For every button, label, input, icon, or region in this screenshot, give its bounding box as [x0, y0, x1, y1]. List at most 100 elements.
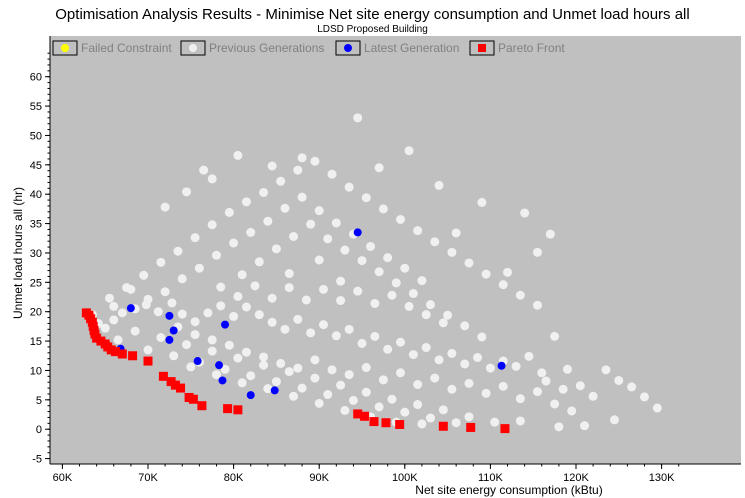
previous-point: [532, 387, 542, 397]
previous-point: [293, 314, 303, 324]
previous-point: [289, 391, 299, 401]
latest-point: [270, 386, 279, 395]
latest-point: [218, 376, 227, 385]
previous-point: [374, 402, 384, 412]
pareto-point: [360, 411, 370, 421]
previous-point: [348, 395, 358, 405]
previous-point: [153, 307, 163, 317]
previous-point: [254, 257, 264, 267]
previous-point: [276, 358, 286, 368]
previous-point: [263, 384, 273, 394]
previous-point: [237, 270, 247, 280]
y-tick-label: 10: [30, 365, 42, 377]
x-tick-label: 120K: [563, 472, 589, 484]
previous-point: [259, 360, 269, 370]
previous-point: [374, 267, 384, 277]
y-tick-label: 45: [30, 160, 42, 172]
latest-point: [353, 228, 362, 237]
previous-point: [139, 270, 149, 280]
previous-point: [297, 383, 307, 393]
previous-point: [537, 368, 547, 378]
previous-point: [567, 406, 577, 416]
previous-point: [370, 298, 380, 308]
previous-point: [301, 295, 311, 305]
previous-point: [520, 208, 530, 218]
previous-point: [318, 320, 328, 330]
previous-point: [434, 355, 444, 365]
previous-point: [425, 413, 435, 423]
previous-point: [554, 422, 564, 432]
previous-point: [310, 156, 320, 166]
previous-point: [396, 368, 406, 378]
previous-point: [610, 415, 620, 425]
previous-point: [289, 232, 299, 241]
previous-point: [314, 255, 324, 265]
latest-point: [126, 304, 135, 313]
previous-point: [241, 197, 251, 207]
y-tick-label: 5: [36, 395, 42, 407]
previous-point: [109, 315, 119, 325]
pareto-point: [170, 380, 180, 390]
legend-label: Previous Generations: [209, 41, 324, 55]
x-tick-label: 60K: [53, 472, 73, 484]
previous-point: [503, 267, 513, 277]
previous-point: [550, 399, 560, 409]
pareto-point: [158, 371, 168, 381]
previous-point: [515, 416, 525, 426]
previous-point: [413, 380, 423, 390]
previous-point: [259, 187, 269, 197]
previous-point: [229, 311, 239, 321]
previous-point: [340, 405, 350, 415]
previous-point: [241, 302, 251, 312]
latest-point: [165, 311, 174, 320]
previous-point: [340, 245, 350, 255]
previous-point: [207, 346, 217, 356]
previous-point: [280, 203, 290, 213]
y-axis-label: Unmet load hours all (hr): [11, 187, 25, 319]
previous-point: [224, 340, 234, 350]
previous-point: [601, 365, 611, 375]
previous-point: [310, 373, 320, 383]
pareto-point: [369, 417, 379, 427]
previous-point: [177, 309, 187, 319]
previous-point: [207, 174, 217, 184]
previous-point: [396, 337, 406, 347]
previous-point: [190, 233, 200, 243]
previous-point: [413, 226, 423, 236]
previous-point: [515, 394, 525, 404]
previous-point: [104, 293, 114, 303]
previous-point: [250, 281, 260, 291]
pareto-point: [395, 420, 405, 429]
previous-point: [237, 378, 247, 388]
y-tick-label: -5: [32, 454, 42, 466]
previous-point: [211, 370, 221, 380]
previous-point: [562, 364, 572, 374]
legend-label: Pareto Front: [498, 41, 565, 55]
previous-point: [357, 256, 367, 266]
previous-point: [374, 163, 384, 173]
previous-point: [451, 228, 461, 238]
previous-point: [408, 288, 418, 298]
previous-point: [532, 300, 542, 310]
previous-point: [216, 301, 226, 311]
previous-point: [438, 318, 448, 328]
previous-point: [614, 375, 624, 385]
previous-point: [383, 344, 393, 354]
previous-point: [271, 377, 281, 387]
pareto-point: [466, 422, 476, 432]
previous-point: [160, 202, 170, 212]
previous-point: [451, 418, 461, 428]
previous-point: [216, 282, 226, 292]
latest-point: [169, 326, 178, 335]
previous-point: [284, 269, 294, 279]
previous-point: [387, 394, 397, 404]
previous-point: [413, 400, 423, 410]
previous-point: [387, 290, 397, 300]
chart-subtitle: LDSD Proposed Building: [317, 24, 428, 35]
pareto-point: [176, 383, 186, 393]
previous-point: [233, 353, 243, 363]
previous-point: [323, 234, 333, 244]
legend-marker: [189, 44, 197, 52]
previous-point: [280, 324, 290, 334]
